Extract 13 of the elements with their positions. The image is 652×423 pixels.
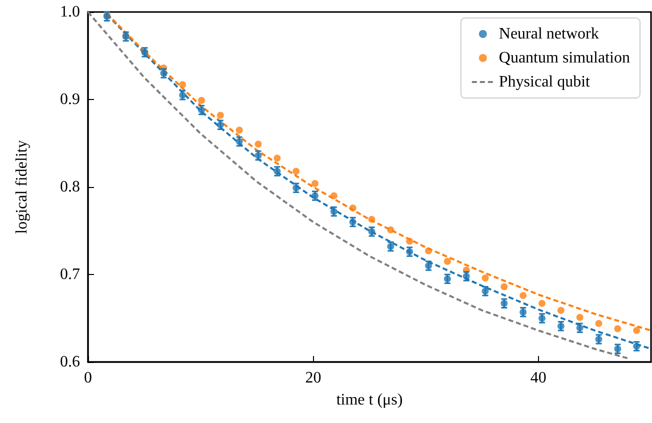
legend-label: Quantum simulation <box>498 50 630 66</box>
x-axis-title: time t (μs) <box>336 392 403 408</box>
y-tick-label: 0.8 <box>60 178 80 196</box>
y-tick-label: 0.9 <box>60 91 80 108</box>
legend-label: Neural network <box>498 26 599 42</box>
legend-label: Physical qubit <box>498 74 591 90</box>
x-tick-label: 0 <box>84 370 92 386</box>
y-tick-label: 1.0 <box>60 4 80 20</box>
y-tick-label: 0.7 <box>60 266 80 283</box>
x-tick-label: 20 <box>305 370 322 386</box>
x-tick-label: 40 <box>530 370 546 386</box>
y-axis-title: logical fidelity <box>14 140 30 234</box>
y-tick-label: 0.6 <box>60 354 80 370</box>
